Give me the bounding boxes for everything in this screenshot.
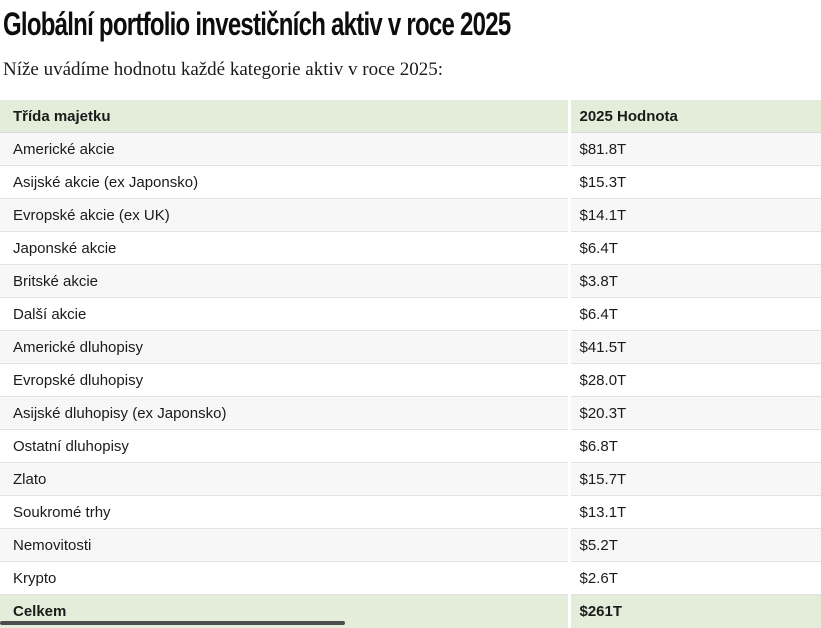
- value-cell: $20.3T: [569, 397, 821, 430]
- table-row: Krypto $2.6T: [0, 562, 821, 595]
- value-cell: $41.5T: [569, 331, 821, 364]
- value-cell: $81.8T: [569, 133, 821, 166]
- value-cell: $15.7T: [569, 463, 821, 496]
- asset-class-cell: Evropské akcie (ex UK): [0, 199, 569, 232]
- table-row: Nemovitosti $5.2T: [0, 529, 821, 562]
- table-row: Další akcie $6.4T: [0, 298, 821, 331]
- table-row: Evropské akcie (ex UK) $14.1T: [0, 199, 821, 232]
- horizontal-scrollbar-thumb[interactable]: [0, 621, 345, 625]
- asset-class-cell: Ostatní dluhopisy: [0, 430, 569, 463]
- table-row: Americké akcie $81.8T: [0, 133, 821, 166]
- asset-class-cell: Americké dluhopisy: [0, 331, 569, 364]
- value-cell: $14.1T: [569, 199, 821, 232]
- asset-class-cell: Zlato: [0, 463, 569, 496]
- article-header: Globální portfolio investičních aktiv v …: [0, 0, 821, 83]
- value-cell: $5.2T: [569, 529, 821, 562]
- table-row: Soukromé trhy $13.1T: [0, 496, 821, 529]
- value-cell: $6.8T: [569, 430, 821, 463]
- asset-class-cell: Další akcie: [0, 298, 569, 331]
- value-cell: $3.8T: [569, 265, 821, 298]
- value-cell: $13.1T: [569, 496, 821, 529]
- asset-class-cell: Americké akcie: [0, 133, 569, 166]
- asset-class-cell: Asijské dluhopisy (ex Japonsko): [0, 397, 569, 430]
- page-subtitle: Níže uvádíme hodnotu každé kategorie akt…: [3, 57, 818, 83]
- column-header-2025-value: 2025 Hodnota: [569, 100, 821, 133]
- asset-class-cell: Soukromé trhy: [0, 496, 569, 529]
- table-header-row: Třída majetku 2025 Hodnota: [0, 100, 821, 133]
- column-header-asset-class: Třída majetku: [0, 100, 569, 133]
- value-cell: $15.3T: [569, 166, 821, 199]
- asset-class-cell: Japonské akcie: [0, 232, 569, 265]
- table-row: Evropské dluhopisy $28.0T: [0, 364, 821, 397]
- table-header: Třída majetku 2025 Hodnota: [0, 100, 821, 133]
- table-row: Asijské dluhopisy (ex Japonsko) $20.3T: [0, 397, 821, 430]
- asset-table: Třída majetku 2025 Hodnota Americké akci…: [0, 100, 821, 628]
- table-row: Japonské akcie $6.4T: [0, 232, 821, 265]
- table-row: Britské akcie $3.8T: [0, 265, 821, 298]
- table-row: Zlato $15.7T: [0, 463, 821, 496]
- value-cell: $6.4T: [569, 298, 821, 331]
- asset-class-cell: Nemovitosti: [0, 529, 569, 562]
- asset-class-cell: Krypto: [0, 562, 569, 595]
- table-body: Americké akcie $81.8T Asijské akcie (ex …: [0, 133, 821, 595]
- page-title: Globální portfolio investičních aktiv v …: [3, 4, 614, 44]
- total-value-cell: $261T: [569, 595, 821, 628]
- asset-class-cell: Evropské dluhopisy: [0, 364, 569, 397]
- value-cell: $6.4T: [569, 232, 821, 265]
- table-row: Americké dluhopisy $41.5T: [0, 331, 821, 364]
- asset-class-cell: Britské akcie: [0, 265, 569, 298]
- value-cell: $28.0T: [569, 364, 821, 397]
- table-row: Asijské akcie (ex Japonsko) $15.3T: [0, 166, 821, 199]
- asset-class-cell: Asijské akcie (ex Japonsko): [0, 166, 569, 199]
- value-cell: $2.6T: [569, 562, 821, 595]
- table-row: Ostatní dluhopisy $6.8T: [0, 430, 821, 463]
